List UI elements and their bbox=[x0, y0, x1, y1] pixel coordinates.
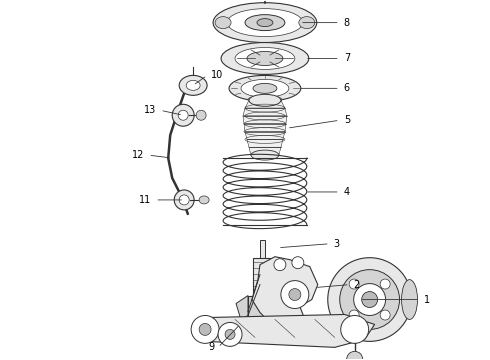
Polygon shape bbox=[245, 132, 285, 139]
Ellipse shape bbox=[179, 195, 189, 205]
Ellipse shape bbox=[257, 19, 273, 27]
Text: 9: 9 bbox=[208, 342, 214, 352]
Ellipse shape bbox=[281, 280, 309, 309]
Text: 13: 13 bbox=[144, 105, 156, 115]
Polygon shape bbox=[243, 116, 287, 124]
Text: 2: 2 bbox=[354, 280, 360, 289]
Text: 10: 10 bbox=[211, 71, 223, 80]
Polygon shape bbox=[249, 147, 281, 155]
Ellipse shape bbox=[196, 110, 206, 120]
Ellipse shape bbox=[191, 315, 219, 343]
Ellipse shape bbox=[289, 289, 301, 301]
Polygon shape bbox=[245, 100, 285, 108]
Text: 3: 3 bbox=[334, 239, 340, 249]
Text: 7: 7 bbox=[343, 54, 350, 63]
Ellipse shape bbox=[401, 280, 417, 319]
Ellipse shape bbox=[277, 321, 293, 337]
Ellipse shape bbox=[221, 42, 309, 75]
Ellipse shape bbox=[179, 75, 207, 95]
Ellipse shape bbox=[235, 48, 295, 69]
Text: 6: 6 bbox=[343, 84, 350, 93]
Ellipse shape bbox=[199, 323, 211, 336]
Ellipse shape bbox=[227, 9, 303, 37]
Ellipse shape bbox=[380, 310, 390, 320]
Ellipse shape bbox=[199, 196, 209, 204]
Ellipse shape bbox=[213, 3, 317, 42]
Bar bbox=[261, 240, 266, 258]
Ellipse shape bbox=[362, 292, 378, 307]
Ellipse shape bbox=[172, 104, 194, 126]
Polygon shape bbox=[252, 257, 318, 332]
Ellipse shape bbox=[245, 15, 285, 31]
Bar bbox=[248, 296, 278, 319]
Ellipse shape bbox=[229, 75, 301, 101]
Ellipse shape bbox=[178, 110, 188, 120]
Ellipse shape bbox=[328, 258, 412, 341]
Ellipse shape bbox=[274, 259, 286, 271]
Ellipse shape bbox=[174, 190, 194, 210]
Ellipse shape bbox=[186, 80, 200, 90]
Polygon shape bbox=[195, 315, 375, 347]
Polygon shape bbox=[278, 296, 290, 319]
Text: 4: 4 bbox=[343, 187, 350, 197]
Text: 1: 1 bbox=[423, 294, 430, 305]
Polygon shape bbox=[236, 296, 248, 319]
Ellipse shape bbox=[349, 310, 359, 320]
Ellipse shape bbox=[347, 351, 363, 360]
Ellipse shape bbox=[292, 257, 304, 269]
Text: 8: 8 bbox=[343, 18, 350, 28]
Ellipse shape bbox=[299, 17, 315, 28]
Polygon shape bbox=[243, 108, 287, 116]
Ellipse shape bbox=[247, 51, 283, 66]
Ellipse shape bbox=[349, 279, 359, 289]
Ellipse shape bbox=[218, 323, 242, 346]
Ellipse shape bbox=[215, 17, 231, 28]
Text: 11: 11 bbox=[139, 195, 151, 205]
Ellipse shape bbox=[251, 150, 279, 160]
Text: 5: 5 bbox=[343, 115, 350, 125]
Ellipse shape bbox=[253, 84, 277, 93]
Ellipse shape bbox=[341, 315, 368, 343]
Polygon shape bbox=[247, 139, 283, 147]
Ellipse shape bbox=[249, 94, 281, 106]
Ellipse shape bbox=[380, 279, 390, 289]
Polygon shape bbox=[244, 124, 286, 132]
Ellipse shape bbox=[225, 329, 235, 339]
Text: 12: 12 bbox=[132, 150, 144, 160]
Ellipse shape bbox=[241, 80, 289, 97]
Ellipse shape bbox=[354, 284, 386, 315]
Ellipse shape bbox=[340, 270, 399, 329]
Bar bbox=[253, 258, 273, 296]
